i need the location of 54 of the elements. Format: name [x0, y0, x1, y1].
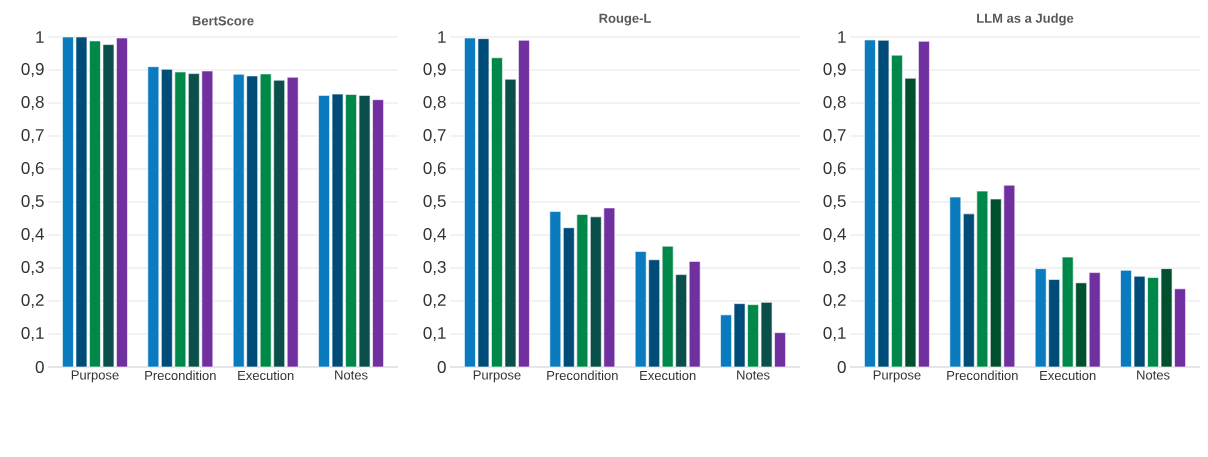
- x-tick-label: Purpose: [473, 370, 521, 383]
- chart-title: Rouge-L: [599, 13, 651, 26]
- bar: [286, 76, 299, 368]
- chart-title: LLM as a Judge: [977, 13, 1074, 26]
- x-tick-label: Purpose: [873, 370, 921, 383]
- bar: [549, 211, 562, 368]
- y-tick-label: 1: [36, 31, 44, 43]
- y-tick-label: 0,1: [423, 326, 446, 342]
- y-tick-label: 0,5: [423, 194, 446, 210]
- y-tick-label: 0,7: [423, 128, 446, 144]
- x-tick-label: Precondition: [947, 370, 1018, 381]
- y-tick-label: 0,8: [823, 95, 846, 111]
- x-tick-label: Notes: [737, 370, 770, 380]
- y-tick-label: 0,9: [21, 62, 44, 78]
- bar: [688, 261, 701, 368]
- chart-title: BertScore: [192, 16, 254, 26]
- y-tick-label: 0,5: [21, 194, 44, 210]
- x-tick-label: Notes: [1137, 370, 1170, 380]
- y-tick-label: 0,7: [823, 128, 846, 144]
- y-tick-label: 0,2: [423, 293, 446, 309]
- y-tick-label: 0: [837, 360, 846, 374]
- y-tick-label: 0,1: [823, 326, 846, 342]
- bar: [147, 66, 160, 368]
- y-tick-label: 0,8: [21, 95, 44, 111]
- y-tick-label: 0,3: [21, 260, 44, 276]
- x-tick-label: Execution: [238, 370, 294, 381]
- y-tick-label: 1: [438, 31, 446, 43]
- y-tick-label: 0,2: [21, 293, 44, 309]
- y-tick-label: 0,6: [21, 161, 44, 177]
- y-tick-label: 0,1: [21, 326, 44, 342]
- y-tick-label: 0: [35, 360, 44, 374]
- y-tick-label: 1: [838, 31, 846, 43]
- x-tick-label: Precondition: [547, 370, 618, 381]
- y-tick-label: 0,2: [823, 293, 846, 309]
- x-tick-label: Execution: [640, 370, 696, 381]
- y-tick-label: 0,4: [423, 227, 446, 243]
- x-tick-label: Execution: [1040, 370, 1096, 381]
- y-tick-label: 0,6: [823, 161, 846, 177]
- bar: [949, 196, 962, 368]
- y-tick-label: 0,7: [21, 128, 44, 144]
- y-tick-label: 0,4: [823, 227, 846, 243]
- y-tick-label: 0,6: [423, 161, 446, 177]
- y-tick-label: 0,8: [423, 95, 446, 111]
- y-tick-label: 0,5: [823, 194, 846, 210]
- y-tick-label: 0: [437, 360, 446, 374]
- y-tick-label: 0,9: [823, 62, 846, 78]
- x-tick-label: Precondition: [145, 370, 216, 381]
- y-tick-label: 0,3: [423, 260, 446, 276]
- x-tick-label: Notes: [335, 370, 368, 380]
- y-tick-label: 0,4: [21, 227, 44, 243]
- bar: [1088, 272, 1101, 368]
- y-tick-label: 0,9: [423, 62, 446, 78]
- x-tick-label: Purpose: [71, 370, 119, 383]
- y-tick-label: 0,3: [823, 260, 846, 276]
